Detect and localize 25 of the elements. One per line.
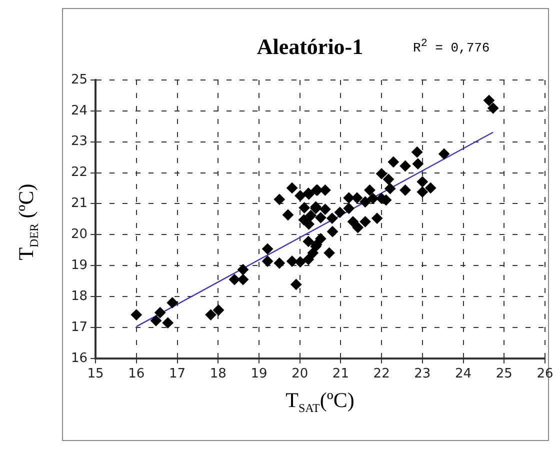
x-tick-label: 16 (128, 366, 145, 382)
y-tick-label: 20 (70, 227, 88, 242)
x-tick-label: 18 (210, 366, 226, 382)
x-axis-title: T$_{SAT}$(ºC) (284, 388, 356, 416)
y-tick-label: 25 (70, 72, 88, 88)
x-tick-label: 22 (373, 366, 390, 382)
y-tick-label: 22 (70, 165, 88, 180)
x-tick-label: 24 (455, 366, 472, 382)
x-tick-label: 21 (332, 366, 349, 382)
x-tick-label: 25 (496, 366, 512, 382)
x-tick-label: 26 (536, 366, 554, 382)
y-tick-label: 17 (70, 320, 88, 335)
y-tick-label: 23 (70, 134, 88, 150)
y-tick-label: 19 (70, 258, 88, 273)
chart-title: Aleatório-1 (256, 34, 364, 60)
x-tick-label: 15 (87, 366, 104, 382)
y-tick-label: 18 (70, 288, 88, 304)
y-tick-label: 24 (70, 103, 88, 118)
text: R$^{2}$ = 0,776 (413, 38, 490, 56)
y-tick-label: 21 (70, 196, 88, 212)
y-tick-label: 16 (70, 350, 88, 366)
x-tick-label: 20 (292, 366, 308, 382)
x-tick-label: 17 (168, 366, 186, 382)
x-tick-label: 19 (250, 366, 268, 382)
x-tick-label: 23 (414, 366, 431, 382)
